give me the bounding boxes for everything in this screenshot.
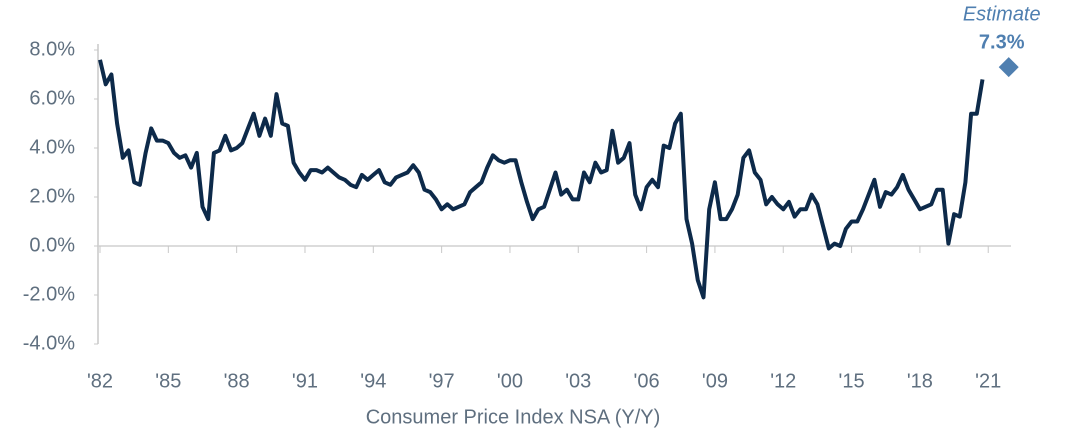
- annotation-label: Estimate: [963, 3, 1041, 25]
- x-tick-label: '00: [497, 370, 523, 392]
- y-tick-label: -4.0%: [23, 332, 75, 354]
- y-tick-label: 6.0%: [29, 87, 75, 109]
- x-tick-label: '82: [87, 370, 113, 392]
- y-tick-label: 4.0%: [29, 136, 75, 158]
- x-tick-label: '97: [429, 370, 455, 392]
- x-tick-label: '06: [634, 370, 660, 392]
- x-tick-label: '91: [292, 370, 318, 392]
- x-tick-label: '12: [770, 370, 796, 392]
- x-tick-label: '94: [360, 370, 386, 392]
- estimate-marker: [998, 57, 1019, 78]
- x-tick-label: '88: [224, 370, 250, 392]
- annotation-value: 7.3%: [979, 31, 1025, 53]
- y-tick-label: 8.0%: [29, 38, 75, 60]
- x-tick-label: '85: [155, 370, 181, 392]
- x-tick-label: '21: [975, 370, 1001, 392]
- x-tick-label: '15: [839, 370, 865, 392]
- y-tick-label: 0.0%: [29, 234, 75, 256]
- y-tick-label: -2.0%: [23, 283, 75, 305]
- x-tick-label: '18: [907, 370, 933, 392]
- cpi-line: [98, 59, 985, 300]
- x-tick-label: '09: [702, 370, 728, 392]
- y-tick-label: 2.0%: [29, 185, 75, 207]
- x-axis-label: Consumer Price Index NSA (Y/Y): [366, 406, 661, 428]
- x-tick-label: '03: [565, 370, 591, 392]
